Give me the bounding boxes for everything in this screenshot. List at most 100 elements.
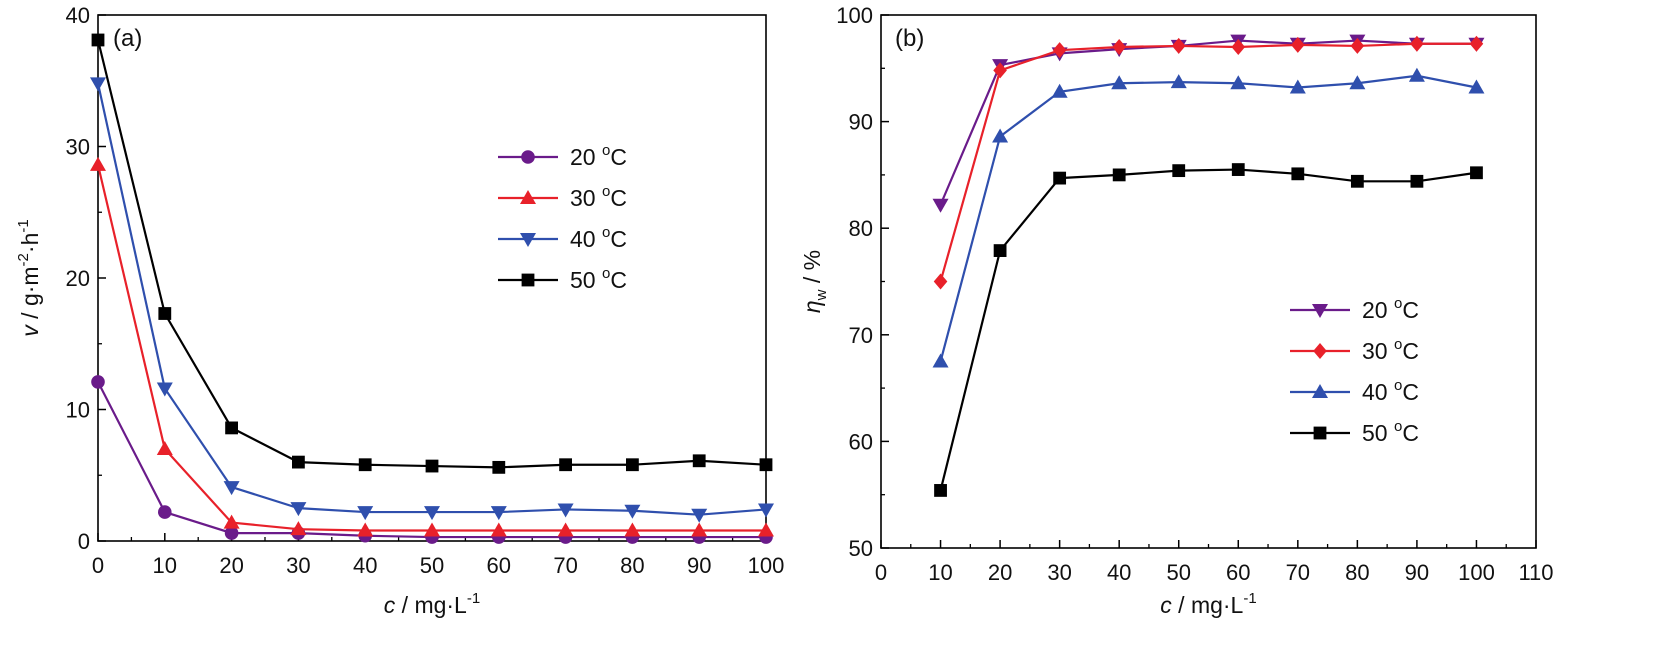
panel-label: (a) <box>113 25 142 52</box>
legend-label: 30 oC <box>570 183 627 211</box>
x-axis-var: c <box>384 592 396 618</box>
marker-square <box>425 459 439 473</box>
series-line <box>96 164 766 532</box>
marker-square <box>1410 174 1424 188</box>
legend-label: 40 oC <box>1362 377 1419 405</box>
marker-square <box>91 33 105 47</box>
marker-triangle-down <box>932 198 949 213</box>
marker-diamond <box>1410 35 1424 52</box>
marker-diamond <box>1052 42 1067 59</box>
x-tick-label: 110 <box>1518 560 1553 585</box>
legend-temp: 50 <box>570 267 602 293</box>
marker-square <box>1053 171 1067 185</box>
y-axis-sup: -1 <box>15 219 32 232</box>
x-axis-sup: -1 <box>1243 590 1256 607</box>
series-40C <box>932 67 1485 368</box>
panel-label: (b) <box>895 25 924 52</box>
series-50C <box>934 163 1483 497</box>
marker-square <box>358 458 372 472</box>
legend-temp: 30 <box>1362 338 1394 364</box>
legend-unit: C <box>1402 338 1419 364</box>
chart-panel-a: 0 10 20 30 40 50 60 70 80 90 100 0 10 20 30 40 (a) c / mg… <box>15 3 784 618</box>
x-tick-label: 50 <box>1166 560 1190 585</box>
plot-frame <box>880 14 1537 549</box>
marker-triangle-down <box>223 481 240 496</box>
series-line <box>96 39 767 469</box>
marker-triangle-down <box>424 506 440 521</box>
y-tick-label: 10 <box>66 398 90 423</box>
series-line <box>939 168 1477 491</box>
marker-triangle-up <box>624 522 641 537</box>
marker-triangle-up <box>424 522 440 537</box>
x-axis-label: c / mg·L-1 <box>1160 590 1256 618</box>
y-axis-label: ηw / % <box>799 250 830 313</box>
marker-diamond <box>993 62 1007 79</box>
marker-diamond <box>1313 343 1327 359</box>
x-axis-sup: -1 <box>467 590 480 607</box>
marker-triangle-down <box>357 506 374 521</box>
x-tick-label: 80 <box>1345 560 1369 585</box>
legend-temp: 40 <box>570 226 602 252</box>
y-axis-var: v <box>17 324 43 337</box>
legend-degree: o <box>1394 377 1402 394</box>
marker-square <box>1231 163 1245 176</box>
series-30C <box>933 35 1484 290</box>
y-tick-label: 30 <box>66 135 90 160</box>
marker-triangle-down <box>557 503 574 518</box>
x-tick-label: 90 <box>1405 560 1429 585</box>
x-tick-label: 60 <box>487 553 511 578</box>
marker-triangle-down <box>490 506 507 521</box>
marker-square <box>1172 164 1186 178</box>
legend-label: 50 oC <box>570 265 627 293</box>
y-tick-label: 70 <box>849 323 873 348</box>
marker-triangle-up <box>1230 75 1247 90</box>
series-line <box>939 74 1477 362</box>
marker-triangle-up <box>1051 83 1068 98</box>
x-tick-label: 0 <box>92 553 104 578</box>
marker-triangle-up <box>156 440 173 455</box>
marker-square <box>1470 166 1483 180</box>
marker-triangle-up <box>1111 75 1128 90</box>
marker-triangle-up <box>290 521 307 536</box>
marker-diamond <box>1112 38 1126 55</box>
legend-degree: o <box>1394 418 1402 435</box>
y-axis-var: η <box>799 300 825 313</box>
marker-square <box>1291 167 1305 181</box>
x-tick-label: 70 <box>1286 560 1310 585</box>
y-tick-label: 40 <box>66 3 90 28</box>
marker-square <box>559 458 572 472</box>
marker-triangle-up <box>932 353 949 368</box>
y-tick-label: 90 <box>849 110 873 135</box>
legend-unit: C <box>610 267 627 293</box>
x-tick-label: 10 <box>153 553 177 578</box>
x-axis-unit: / mg·L <box>1172 592 1244 618</box>
legend-degree: o <box>602 183 610 200</box>
legend-temp: 20 <box>1362 297 1394 323</box>
x-tick-label: 50 <box>420 553 444 578</box>
y-tick-label: 60 <box>849 429 873 454</box>
x-tick-label: 20 <box>219 553 243 578</box>
marker-triangle-up <box>691 522 708 537</box>
legend-unit: C <box>610 185 627 211</box>
marker-diamond <box>1469 35 1484 52</box>
marker-square <box>292 455 305 469</box>
marker-triangle-up <box>223 514 240 529</box>
legend-degree: o <box>602 224 610 241</box>
marker-circle <box>521 150 535 164</box>
y-tick-label: 80 <box>849 216 873 241</box>
marker-triangle-up <box>992 128 1009 143</box>
marker-square <box>759 458 773 472</box>
y-axis-sub: w <box>813 289 830 301</box>
marker-square <box>521 273 535 287</box>
y-tick-label: 100 <box>836 3 873 28</box>
legend-temp: 50 <box>1362 420 1394 446</box>
legend-label: 20 oC <box>570 142 627 170</box>
x-tick-label: 30 <box>1047 560 1071 585</box>
legend-label: 50 oC <box>1362 418 1419 446</box>
x-tick-label: 40 <box>353 553 377 578</box>
legend-temp: 30 <box>570 185 602 211</box>
marker-triangle-up <box>758 522 774 537</box>
marker-square <box>1313 426 1327 440</box>
marker-circle <box>158 505 172 519</box>
marker-triangle-up <box>557 522 574 537</box>
